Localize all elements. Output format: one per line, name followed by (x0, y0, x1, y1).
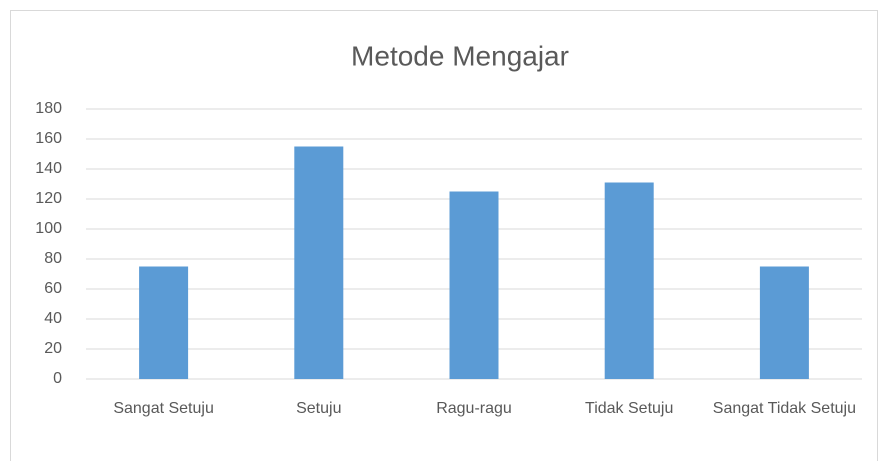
x-tick-label-box: Setuju (296, 400, 342, 417)
x-tick-label: Setuju (296, 400, 342, 417)
x-tick-label: Tidak Setuju (585, 400, 674, 417)
y-tick-label: 80 (44, 250, 62, 267)
y-tick-label: 20 (44, 340, 62, 357)
y-tick-label: 40 (44, 310, 62, 327)
chart-frame (10, 10, 878, 461)
x-tick-label: Sangat Setuju (113, 400, 214, 417)
chart-title: Metode Mengajar (351, 40, 569, 71)
y-tick-label: 160 (35, 130, 62, 147)
y-tick-label: 140 (35, 160, 62, 177)
x-tick-label-box: Ragu-ragu (436, 400, 512, 417)
x-tick-label-box: Sangat Setuju (113, 400, 214, 417)
bar (759, 266, 809, 379)
y-tick-label: 100 (35, 220, 62, 237)
y-tick-label: 180 (35, 100, 62, 117)
bar (294, 146, 344, 379)
bar (604, 182, 654, 379)
x-tick-label-box: Tidak Setuju (585, 400, 674, 417)
x-tick-label: Ragu-ragu (436, 400, 512, 417)
x-tick-label-box: Sangat Tidak Setuju (712, 400, 856, 417)
y-tick-label: 60 (44, 280, 62, 297)
y-tick-label: 120 (35, 190, 62, 207)
x-tick-label: Sangat Tidak Setuju (712, 400, 856, 417)
bar (139, 266, 189, 379)
y-tick-label: 0 (53, 370, 62, 387)
bar (449, 191, 499, 379)
